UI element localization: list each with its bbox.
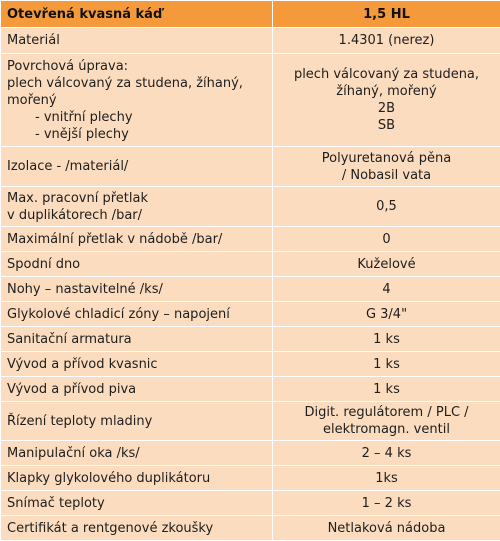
row-value: 1.4301 (nerez) bbox=[273, 28, 500, 54]
table-row: Vývod a přívod kvasnic 1 ks bbox=[1, 352, 500, 377]
table-row: Povrchová úprava: plech válcovaný za stu… bbox=[1, 54, 500, 147]
row-label: Snímač teploty bbox=[1, 491, 273, 516]
label-line: plech válcovaný za studena, žíhaný, bbox=[7, 75, 266, 92]
row-value: 1ks bbox=[273, 466, 500, 491]
row-value: Polyuretanová pěna / Nobasil vata bbox=[273, 147, 500, 187]
label-line: - vnější plechy bbox=[7, 126, 266, 143]
table-row: Certifikát a rentgenové zkoušky Netlakov… bbox=[1, 516, 500, 541]
row-label: Izolace - /materiál/ bbox=[1, 147, 273, 187]
header-product-name: Otevřená kvasná káď bbox=[1, 1, 273, 28]
row-label: Spodní dno bbox=[1, 252, 273, 277]
table-row: Glykolové chladicí zóny – napojení G 3/4… bbox=[1, 302, 500, 327]
row-label: Řízení teploty mladiny bbox=[1, 402, 273, 441]
label-line: Max. pracovní přetlak bbox=[7, 190, 266, 207]
row-value: Kuželové bbox=[273, 252, 500, 277]
table-row: Klapky glykolového duplikátoru 1ks bbox=[1, 466, 500, 491]
table-row: Nohy – nastavitelné /ks/ 4 bbox=[1, 277, 500, 302]
table-row: Izolace - /materiál/ Polyuretanová pěna … bbox=[1, 147, 500, 187]
value-line: elektromagn. ventil bbox=[279, 421, 494, 438]
table-row: Spodní dno Kuželové bbox=[1, 252, 500, 277]
row-label: Certifikát a rentgenové zkoušky bbox=[1, 516, 273, 541]
row-label: Klapky glykolového duplikátoru bbox=[1, 466, 273, 491]
table-row: Sanitační armatura 1 ks bbox=[1, 327, 500, 352]
value-line: plech válcovaný za studena, bbox=[279, 66, 494, 83]
label-line: Povrchová úprava: bbox=[7, 58, 266, 75]
row-value: Netlaková nádoba bbox=[273, 516, 500, 541]
table-row: Řízení teploty mladiny Digit. regulátore… bbox=[1, 402, 500, 441]
row-value: 2 – 4 ks bbox=[273, 441, 500, 466]
header-row: Otevřená kvasná káď 1,5 HL bbox=[1, 1, 500, 28]
row-label: Materiál bbox=[1, 28, 273, 54]
row-label: Glykolové chladicí zóny – napojení bbox=[1, 302, 273, 327]
row-label: Nohy – nastavitelné /ks/ bbox=[1, 277, 273, 302]
row-value: 1 – 2 ks bbox=[273, 491, 500, 516]
value-line: Digit. regulátorem / PLC / bbox=[279, 404, 494, 421]
row-label: Maximální přetlak v nádobě /bar/ bbox=[1, 227, 273, 252]
row-value: 0,5 bbox=[273, 187, 500, 227]
table-row: Max. pracovní přetlak v duplikátorech /b… bbox=[1, 187, 500, 227]
row-value: 4 bbox=[273, 277, 500, 302]
row-label: Povrchová úprava: plech válcovaný za stu… bbox=[1, 54, 273, 147]
row-value: 0 bbox=[273, 227, 500, 252]
row-value: plech válcovaný za studena, žíhaný, moře… bbox=[273, 54, 500, 147]
row-label: Sanitační armatura bbox=[1, 327, 273, 352]
value-line: Polyuretanová pěna bbox=[279, 150, 494, 167]
table-row: Materiál 1.4301 (nerez) bbox=[1, 28, 500, 54]
value-line: / Nobasil vata bbox=[279, 167, 494, 184]
row-label: Manipulační oka /ks/ bbox=[1, 441, 273, 466]
row-label: Max. pracovní přetlak v duplikátorech /b… bbox=[1, 187, 273, 227]
row-label: Vývod a přívod piva bbox=[1, 377, 273, 402]
row-value: 1 ks bbox=[273, 327, 500, 352]
label-line: v duplikátorech /bar/ bbox=[7, 207, 266, 224]
value-line: žíhaný, mořený bbox=[279, 83, 494, 100]
row-value: 1 ks bbox=[273, 377, 500, 402]
header-volume: 1,5 HL bbox=[273, 1, 500, 28]
table-row: Maximální přetlak v nádobě /bar/ 0 bbox=[1, 227, 500, 252]
value-line: SB bbox=[279, 117, 494, 134]
value-line: 2B bbox=[279, 100, 494, 117]
table-row: Manipulační oka /ks/ 2 – 4 ks bbox=[1, 441, 500, 466]
row-value: Digit. regulátorem / PLC / elektromagn. … bbox=[273, 402, 500, 441]
row-label: Vývod a přívod kvasnic bbox=[1, 352, 273, 377]
table-row: Snímač teploty 1 – 2 ks bbox=[1, 491, 500, 516]
row-value: 1 ks bbox=[273, 352, 500, 377]
label-line: mořený bbox=[7, 92, 266, 109]
table-row: Vývod a přívod piva 1 ks bbox=[1, 377, 500, 402]
row-value: G 3/4" bbox=[273, 302, 500, 327]
label-line: - vnitřní plechy bbox=[7, 109, 266, 126]
